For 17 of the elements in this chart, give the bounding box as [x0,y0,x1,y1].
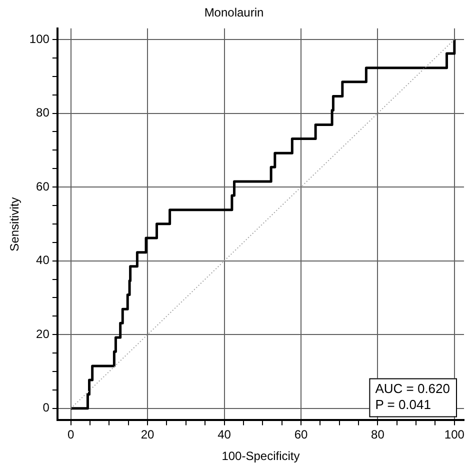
y-axis-title: Sensitivity [8,197,22,252]
annotation: P = 0.041 [375,396,431,412]
x-tick-label: 20 [140,428,155,442]
y-tick-label: 60 [36,179,50,194]
annotation: AUC = 0.620 [375,380,450,396]
y-tick-label: 20 [36,326,50,341]
x-tick-label: 100 [444,428,465,442]
y-tick-label: 0 [42,400,50,415]
y-tick-label: 80 [36,106,50,120]
y-tick-label: 40 [36,253,50,268]
x-tick-label: 0 [68,428,74,442]
x-axis-title: 100-Specificity [222,449,300,464]
chart-title: Monolaurin [204,6,264,20]
y-tick-label: 100 [29,32,50,46]
x-tick-label: 40 [218,428,232,442]
x-tick-label: 60 [294,428,308,442]
x-tick-label: 80 [371,428,385,442]
